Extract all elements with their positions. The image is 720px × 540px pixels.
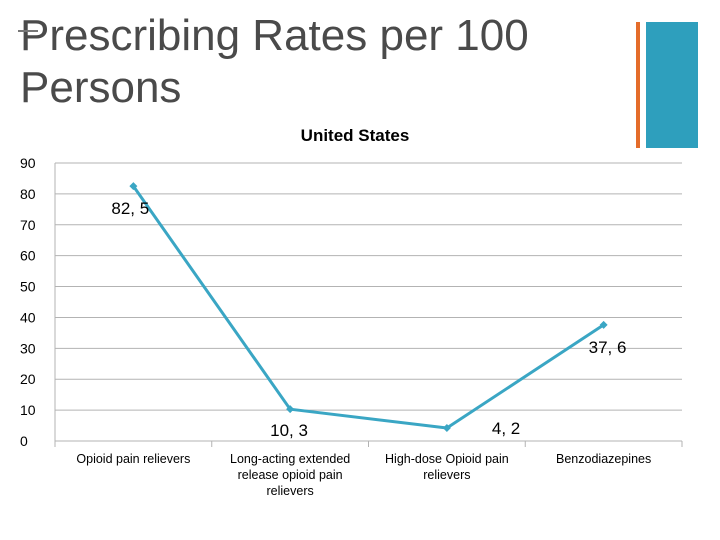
data-label: 37, 6 — [589, 338, 627, 357]
y-tick-label: 40 — [20, 309, 36, 325]
y-tick-label: 90 — [20, 155, 36, 171]
data-label: 10, 3 — [270, 421, 308, 440]
x-category-label: Opioid pain relievers — [76, 452, 190, 466]
data-point-marker — [286, 405, 295, 414]
data-labels: 82, 5 10, 3 4, 2 37, 6 — [111, 199, 626, 440]
data-label: 4, 2 — [492, 419, 520, 438]
slide-title: Prescribing Rates per 100 Persons — [20, 11, 529, 112]
y-tick-label: 80 — [20, 186, 36, 202]
x-category-label: High-dose Opioid pain relievers — [385, 452, 509, 482]
x-category-label: Long-acting extended release opioid pain r… — [230, 452, 350, 498]
data-point-marker — [599, 320, 608, 329]
gridlines — [54, 162, 683, 447]
y-tick-label: 0 — [20, 433, 28, 449]
y-tick-label: 70 — [20, 217, 36, 233]
data-point-marker — [442, 424, 451, 433]
title-plus-mark — [18, 30, 38, 32]
y-tick-label: 60 — [20, 248, 36, 264]
accent-bar-teal — [646, 22, 698, 148]
series-line — [132, 185, 605, 430]
y-tick-label: 30 — [20, 340, 36, 356]
x-axis-categories: Opioid pain relievers Long-acting extende… — [76, 452, 651, 498]
series-line-group — [129, 182, 608, 433]
data-label: 82, 5 — [111, 199, 149, 218]
y-tick-label: 20 — [20, 371, 36, 387]
y-tick-label: 10 — [20, 402, 36, 418]
chart-title: United States — [301, 126, 410, 145]
data-point-marker — [129, 182, 138, 191]
y-axis-ticks: 0 10 20 30 40 50 60 70 80 90 — [20, 155, 36, 449]
accent-bar-orange — [636, 22, 640, 148]
y-tick-label: 50 — [20, 279, 36, 295]
x-category-label: Benzodiazepines — [556, 452, 651, 466]
